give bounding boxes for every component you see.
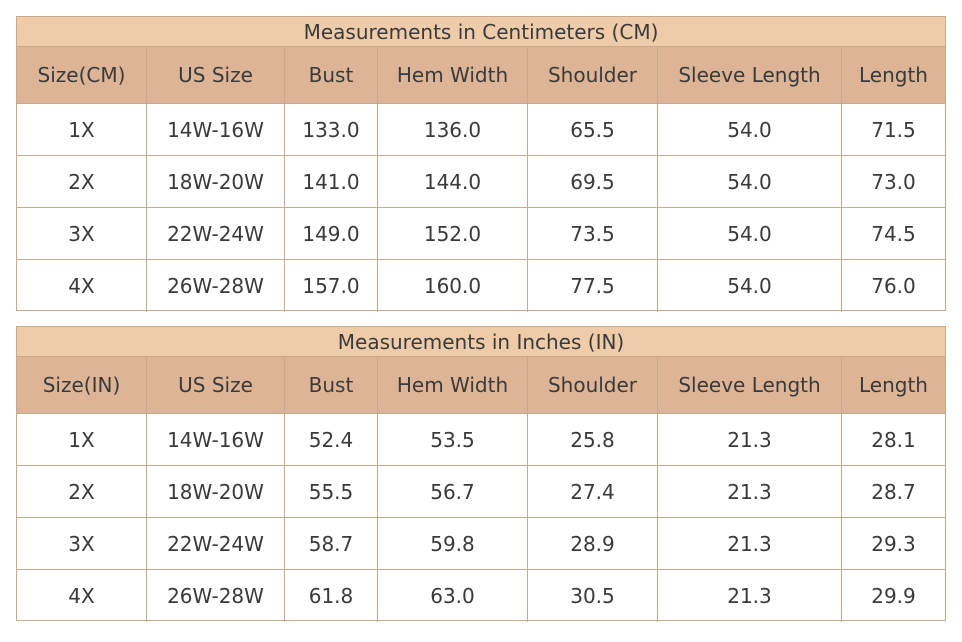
table-cell: 136.0 [378, 104, 528, 156]
table-cell: 54.0 [658, 260, 842, 312]
table-cell: 73.5 [528, 208, 658, 260]
table-cell: 53.5 [378, 414, 528, 466]
table-cell: 2X [17, 156, 147, 208]
column-header: Length [842, 47, 945, 104]
table-cell: 21.3 [658, 466, 842, 518]
table-cell: 18W-20W [147, 156, 285, 208]
table-cell: 160.0 [378, 260, 528, 312]
column-header: Bust [285, 47, 378, 104]
table-cell: 76.0 [871, 274, 916, 298]
column-header: Length [842, 357, 945, 414]
table-cell: 144.0 [378, 156, 528, 208]
table-cell: 14W-16W [147, 414, 285, 466]
table-cell: 30.5 [528, 570, 658, 622]
table-cell: 22W-24W [147, 208, 285, 260]
table-cell: 28.1 [842, 414, 945, 466]
cm-table: Measurements in Centimeters (CM) Size(CM)… [16, 16, 946, 312]
table-cell: 28.7 [842, 466, 945, 518]
table-cell: 61.8 [285, 570, 378, 622]
table-cell: 28.9 [528, 518, 658, 570]
table-cell: 26W-28W [147, 570, 285, 622]
column-header: Sleeve Length [658, 357, 842, 414]
table-cell: 56.7 [378, 466, 528, 518]
table-cell: 54.0 [658, 104, 842, 156]
table-cell: 2X [17, 466, 147, 518]
column-header: Shoulder [528, 357, 658, 414]
table-cell: 22W-24W [147, 518, 285, 570]
table-title: Measurements in Inches (IN) [17, 327, 945, 357]
table-cell: 3X [17, 518, 147, 570]
table-cell: 25.8 [528, 414, 658, 466]
table-cell: 54.0 [658, 208, 842, 260]
table-cell: 149.0 [285, 208, 378, 260]
table-cell: 1X [17, 104, 147, 156]
column-header: Hem Width [378, 47, 528, 104]
table-cell: 1X [17, 414, 147, 466]
table-cell: 65.5 [528, 104, 658, 156]
table-cell: 63.0 [378, 570, 528, 622]
table-cell: 29.3 [842, 518, 945, 570]
column-header: Sleeve Length [658, 47, 842, 104]
table-cell: 4X [17, 260, 147, 312]
table-cell: 3X [17, 208, 147, 260]
column-header: Size(CM) [17, 47, 147, 104]
table-cell: 52.4 [285, 414, 378, 466]
column-header: US Size [147, 357, 285, 414]
table-cell: 18W-20W [147, 466, 285, 518]
table-cell: 21.3 [658, 518, 842, 570]
column-header: Size(IN) [17, 357, 147, 414]
table-cell: 26W-28W [147, 260, 285, 312]
column-header: Shoulder [528, 47, 658, 104]
table-cell: 71.5 [842, 104, 945, 156]
table-cell: 157.0 [285, 260, 378, 312]
table-cell: 59.8 [378, 518, 528, 570]
table-cell: 74.5 [842, 208, 945, 260]
table-cell: 152.0 [378, 208, 528, 260]
table-title: Measurements in Centimeters (CM) [17, 17, 945, 47]
table-cell: 77.5 [528, 260, 658, 312]
table-cell: 4X [17, 570, 147, 622]
column-header: Bust [285, 357, 378, 414]
table-cell: 73.0 [842, 156, 945, 208]
inch-table: Measurements in Inches (IN) Size(IN) US Si… [16, 326, 946, 622]
column-header: Hem Width [378, 357, 528, 414]
table-cell: 21.3 [658, 414, 842, 466]
table-cell: 55.5 [285, 466, 378, 518]
table-cell: 133.0 [285, 104, 378, 156]
column-header: US Size [147, 47, 285, 104]
table-cell: 29.9 [871, 584, 916, 608]
table-cell: 27.4 [528, 466, 658, 518]
table-cell: 58.7 [285, 518, 378, 570]
table-cell: 21.3 [658, 570, 842, 622]
table-cell: 54.0 [658, 156, 842, 208]
table-cell: 141.0 [285, 156, 378, 208]
table-cell: 69.5 [528, 156, 658, 208]
table-cell: 14W-16W [147, 104, 285, 156]
